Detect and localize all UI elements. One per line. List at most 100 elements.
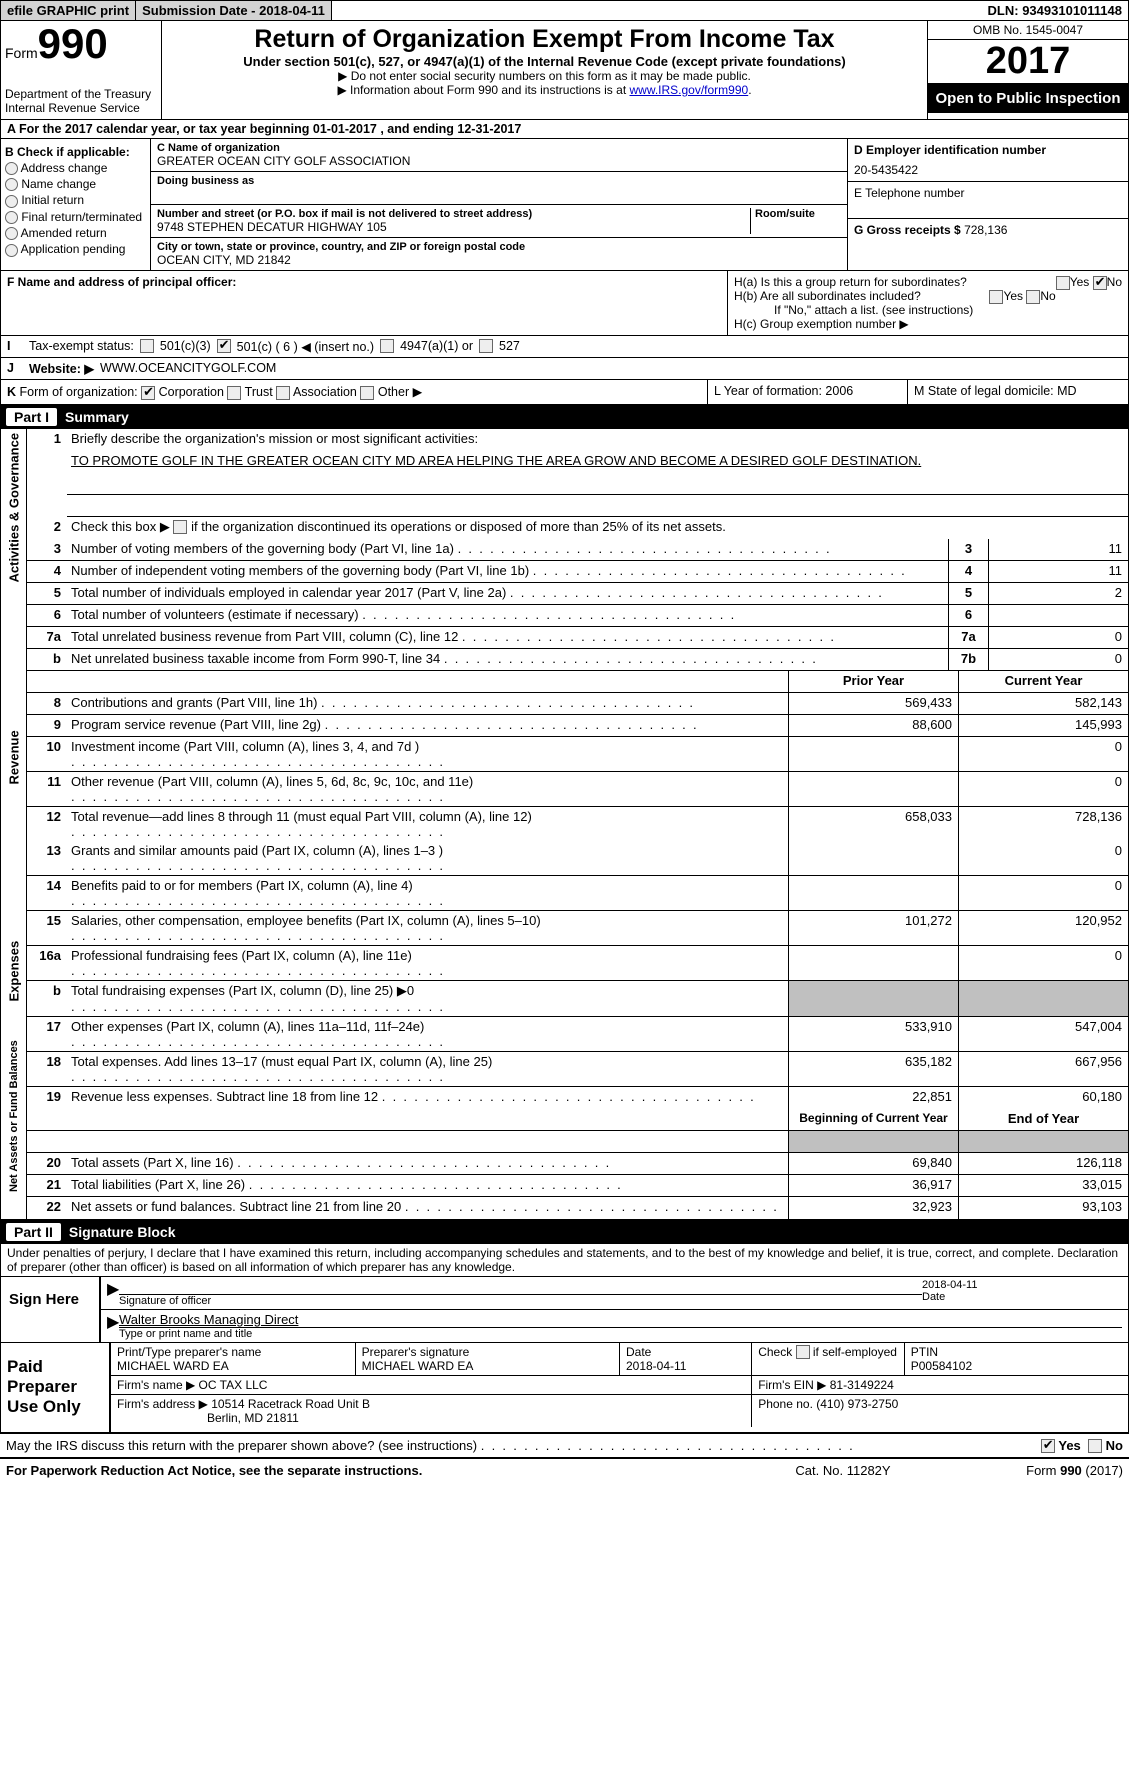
527-checkbox[interactable] bbox=[479, 339, 493, 353]
501c3-checkbox[interactable] bbox=[140, 339, 154, 353]
hb-row: H(b) Are all subordinates included? Yes … bbox=[734, 289, 1122, 303]
ha-no[interactable] bbox=[1093, 276, 1107, 290]
summary-row-20: 20Total assets (Part X, line 16) 69,8401… bbox=[27, 1153, 1128, 1175]
current-year-header: Current Year bbox=[958, 671, 1128, 692]
summary-row-16a: 16aProfessional fundraising fees (Part I… bbox=[27, 946, 1128, 981]
section-k-l-m: K Form of organization: Corporation Trus… bbox=[0, 380, 1129, 405]
state-domicile: M State of legal domicile: MD bbox=[908, 380, 1128, 404]
501c-label: 501(c) ( 6 ) ◀ (insert no.) bbox=[237, 339, 374, 354]
sign-here-label: Sign Here bbox=[1, 1277, 101, 1342]
paid-preparer-block: Paid Preparer Use Only Print/Type prepar… bbox=[0, 1343, 1129, 1433]
final-return-radio[interactable] bbox=[5, 211, 18, 224]
dln: DLN: 93493101011148 bbox=[332, 1, 1128, 20]
other-checkbox[interactable] bbox=[360, 386, 374, 400]
summary-row-11: 11Other revenue (Part VIII, column (A), … bbox=[27, 772, 1128, 807]
sign-here-block: Sign Here ▶ Signature of officer2018-04-… bbox=[0, 1277, 1129, 1343]
prep-name-label: Print/Type preparer's name bbox=[117, 1345, 349, 1359]
firm-name: OC TAX LLC bbox=[199, 1378, 268, 1392]
paid-preparer-label: Paid Preparer Use Only bbox=[1, 1343, 111, 1432]
sidebar-net-assets: Net Assets or Fund Balances bbox=[1, 1109, 27, 1219]
ssn-note: ▶ Do not enter social security numbers o… bbox=[170, 69, 919, 83]
ptin-label: PTIN bbox=[911, 1345, 1122, 1359]
trust-label: Trust bbox=[245, 385, 273, 399]
summary-revenue: Revenue Prior YearCurrent Year 8Contribu… bbox=[0, 671, 1129, 841]
self-employed-checkbox[interactable] bbox=[796, 1345, 810, 1359]
4947-label: 4947(a)(1) or bbox=[400, 339, 473, 353]
phone-label: E Telephone number bbox=[854, 186, 1122, 200]
discuss-no[interactable] bbox=[1088, 1439, 1102, 1453]
beginning-year-header: Beginning of Current Year bbox=[788, 1109, 958, 1130]
dba-label: Doing business as bbox=[157, 175, 841, 187]
discuss-text: May the IRS discuss this return with the… bbox=[6, 1438, 477, 1453]
date-label: Date bbox=[922, 1291, 1122, 1303]
prep-date-label: Date bbox=[626, 1345, 745, 1359]
amended-return-label: Amended return bbox=[21, 226, 107, 240]
summary-row-15: 15Salaries, other compensation, employee… bbox=[27, 911, 1128, 946]
room-label: Room/suite bbox=[755, 208, 841, 220]
ein-label: D Employer identification number bbox=[854, 143, 1122, 157]
efile-button[interactable]: efile GRAPHIC print bbox=[1, 1, 136, 20]
discontinued-checkbox[interactable] bbox=[173, 520, 187, 534]
527-label: 527 bbox=[499, 339, 520, 353]
col-b: B Check if applicable: Address change Na… bbox=[1, 139, 151, 270]
application-pending-label: Application pending bbox=[21, 242, 126, 256]
discuss-row: May the IRS discuss this return with the… bbox=[0, 1433, 1129, 1460]
mission-label: Briefly describe the organization's miss… bbox=[67, 429, 1128, 451]
initial-return-radio[interactable] bbox=[5, 195, 18, 208]
summary-row-22: 22Net assets or fund balances. Subtract … bbox=[27, 1197, 1128, 1219]
form-org-label: Form of organization: bbox=[20, 385, 138, 399]
discontinued-text: Check this box ▶ if the organization dis… bbox=[67, 517, 1128, 539]
line-i: ITax-exempt status: 501(c)(3) 501(c) ( 6… bbox=[0, 336, 1129, 358]
prep-date: 2018-04-11 bbox=[626, 1359, 745, 1373]
summary-row-19: 19Revenue less expenses. Subtract line 1… bbox=[27, 1087, 1128, 1109]
summary-governance: Activities & Governance 1Briefly describ… bbox=[0, 429, 1129, 671]
hb-yes[interactable] bbox=[989, 290, 1003, 304]
application-pending-radio[interactable] bbox=[5, 244, 18, 257]
sig-name-label: Type or print name and title bbox=[119, 1328, 1122, 1340]
sidebar-revenue: Revenue bbox=[1, 671, 27, 841]
topbar: efile GRAPHIC print Submission Date - 20… bbox=[0, 0, 1129, 21]
hb-note: If "No," attach a list. (see instruction… bbox=[734, 303, 1122, 317]
discuss-yes[interactable] bbox=[1041, 1439, 1055, 1453]
amended-return-radio[interactable] bbox=[5, 227, 18, 240]
sidebar-governance: Activities & Governance bbox=[1, 429, 27, 671]
website-label: Website: ▶ bbox=[29, 361, 94, 376]
name-change-radio[interactable] bbox=[5, 178, 18, 191]
org-name: GREATER OCEAN CITY GOLF ASSOCIATION bbox=[157, 154, 841, 168]
end-year-header: End of Year bbox=[958, 1109, 1128, 1130]
address-change-label: Address change bbox=[21, 161, 108, 175]
signature-declaration: Under penalties of perjury, I declare th… bbox=[0, 1244, 1129, 1277]
prep-name: MICHAEL WARD EA bbox=[117, 1359, 349, 1373]
ha-yes[interactable] bbox=[1056, 276, 1070, 290]
part-1-header: Part ISummary bbox=[0, 405, 1129, 429]
firm-ein-label: Firm's EIN ▶ bbox=[758, 1378, 826, 1392]
year-formation: L Year of formation: 2006 bbox=[708, 380, 908, 404]
hb-no[interactable] bbox=[1026, 290, 1040, 304]
summary-row-5: 5Total number of individuals employed in… bbox=[27, 583, 1128, 605]
hc-row: H(c) Group exemption number ▶ bbox=[734, 317, 1122, 331]
summary-row-10: 10Investment income (Part VIII, column (… bbox=[27, 737, 1128, 772]
4947-checkbox[interactable] bbox=[380, 339, 394, 353]
firm-addr2: Berlin, MD 21811 bbox=[117, 1411, 299, 1425]
sig-name: Walter Brooks Managing Direct bbox=[119, 1312, 1122, 1328]
paperwork-notice: For Paperwork Reduction Act Notice, see … bbox=[6, 1463, 743, 1478]
assoc-checkbox[interactable] bbox=[276, 386, 290, 400]
firm-name-label: Firm's name ▶ bbox=[117, 1378, 195, 1392]
mission-text: TO PROMOTE GOLF IN THE GREATER OCEAN CIT… bbox=[67, 451, 1128, 473]
f-label: F Name and address of principal officer: bbox=[7, 275, 236, 289]
ha-row: H(a) Is this a group return for subordin… bbox=[734, 275, 1122, 289]
ein-value: 20-5435422 bbox=[854, 163, 1122, 177]
name-change-label: Name change bbox=[21, 177, 96, 191]
summary-row-6: 6Total number of volunteers (estimate if… bbox=[27, 605, 1128, 627]
street-label: Number and street (or P.O. box if mail i… bbox=[157, 208, 746, 220]
info-note: ▶ Information about Form 990 and its ins… bbox=[170, 83, 919, 97]
summary-row-3: 3Number of voting members of the governi… bbox=[27, 539, 1128, 561]
submission-date: Submission Date - 2018-04-11 bbox=[136, 1, 332, 20]
corp-checkbox[interactable] bbox=[141, 386, 155, 400]
irs-link[interactable]: www.IRS.gov/form990 bbox=[629, 83, 748, 97]
trust-checkbox[interactable] bbox=[227, 386, 241, 400]
501c-checkbox[interactable] bbox=[217, 339, 231, 353]
other-label: Other ▶ bbox=[378, 385, 422, 399]
gross-label: G Gross receipts $ bbox=[854, 223, 961, 237]
address-change-radio[interactable] bbox=[5, 162, 18, 175]
